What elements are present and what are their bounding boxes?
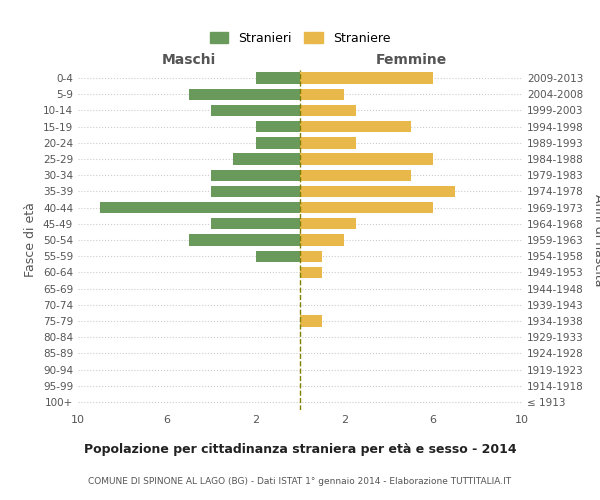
Legend: Stranieri, Straniere: Stranieri, Straniere: [209, 32, 391, 45]
Bar: [189, 88, 300, 100]
Text: Maschi: Maschi: [162, 53, 216, 67]
Bar: [300, 88, 344, 100]
Bar: [211, 218, 300, 230]
Bar: [300, 218, 356, 230]
Bar: [211, 186, 300, 197]
Bar: [300, 234, 344, 246]
Bar: [256, 137, 300, 148]
Bar: [300, 105, 356, 116]
Bar: [300, 137, 356, 148]
Bar: [211, 105, 300, 116]
Bar: [300, 202, 433, 213]
Bar: [256, 72, 300, 84]
Bar: [300, 250, 322, 262]
Y-axis label: Anni di nascita: Anni di nascita: [592, 194, 600, 286]
Bar: [300, 154, 433, 164]
Bar: [100, 202, 300, 213]
Bar: [300, 72, 433, 84]
Bar: [300, 316, 322, 326]
Text: COMUNE DI SPINONE AL LAGO (BG) - Dati ISTAT 1° gennaio 2014 - Elaborazione TUTTI: COMUNE DI SPINONE AL LAGO (BG) - Dati IS…: [88, 478, 512, 486]
Text: Popolazione per cittadinanza straniera per età e sesso - 2014: Popolazione per cittadinanza straniera p…: [83, 442, 517, 456]
Text: Femmine: Femmine: [376, 53, 446, 67]
Bar: [233, 154, 300, 164]
Bar: [300, 266, 322, 278]
Y-axis label: Fasce di età: Fasce di età: [25, 202, 37, 278]
Bar: [300, 186, 455, 197]
Bar: [300, 170, 411, 181]
Bar: [256, 250, 300, 262]
Bar: [256, 121, 300, 132]
Bar: [211, 170, 300, 181]
Bar: [189, 234, 300, 246]
Bar: [300, 121, 411, 132]
